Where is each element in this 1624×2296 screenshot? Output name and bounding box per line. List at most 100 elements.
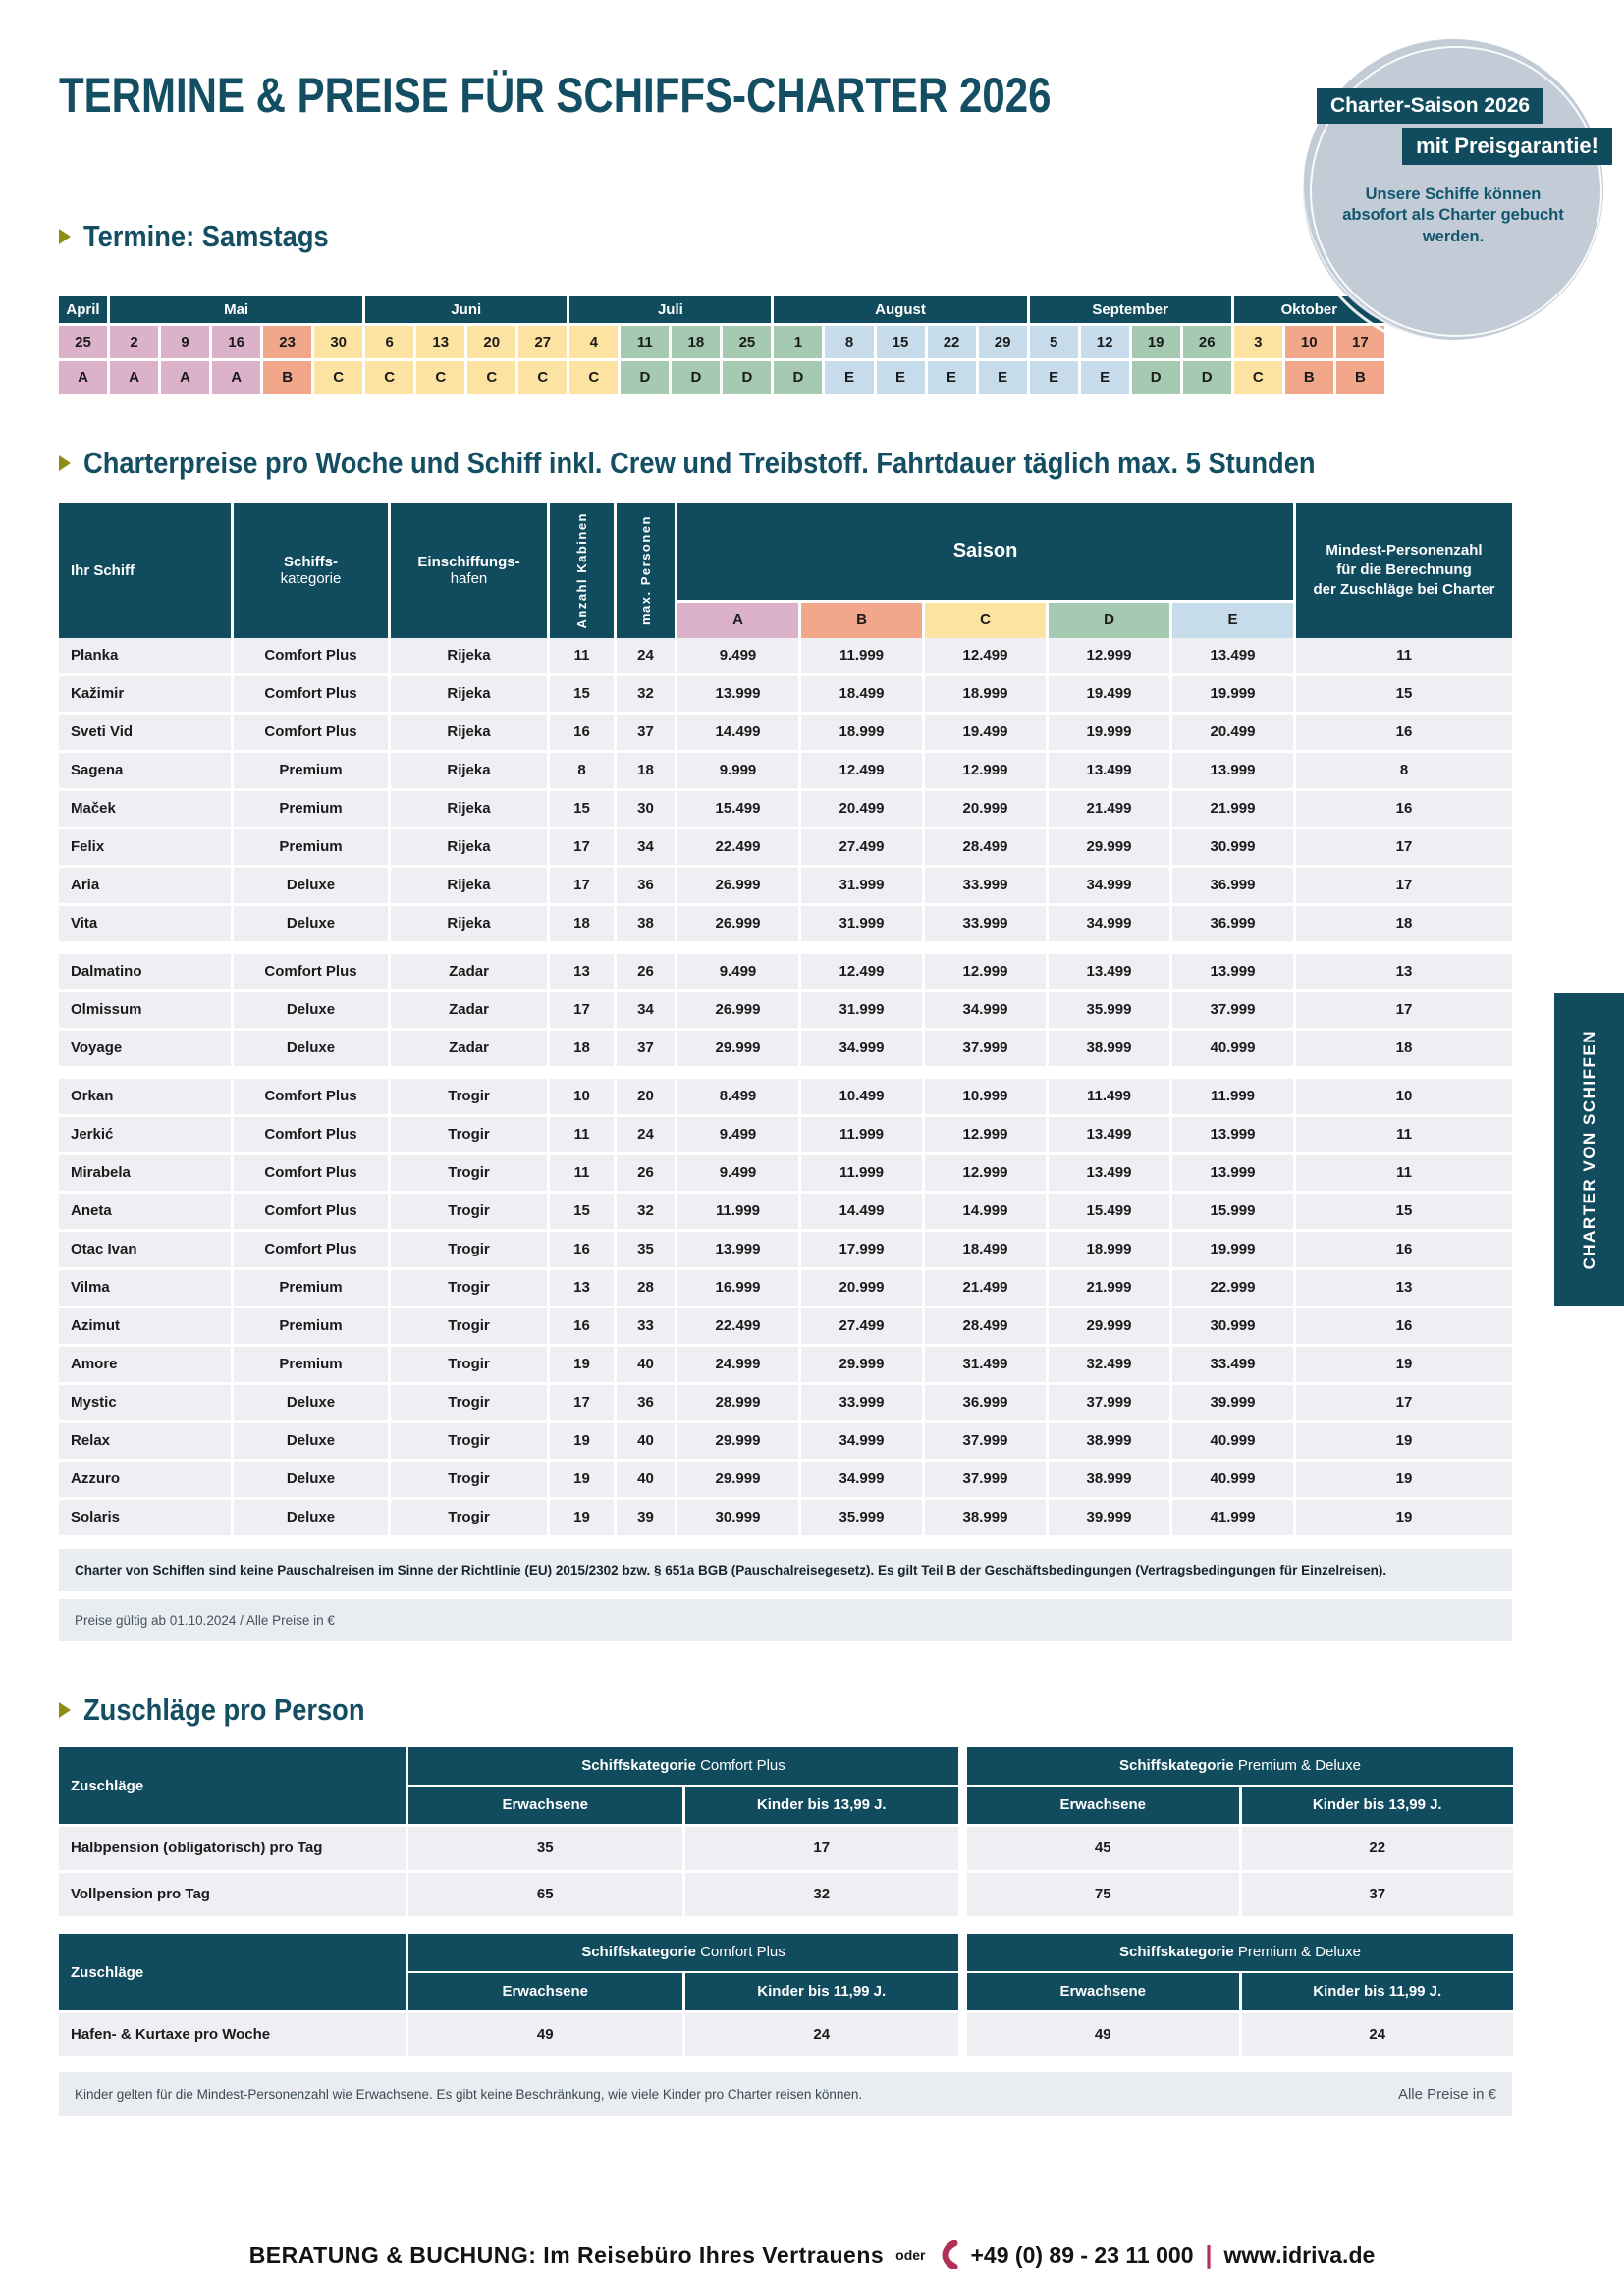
price-season-a: 13.999 [677,676,801,712]
footer: BERATUNG & BUCHUNG: Im Reisebüro Ihres V… [0,2240,1624,2269]
ship-row: Mirabela Comfort Plus Trogir 11 26 9.499 11.99… [59,1155,1512,1191]
ship-min-persons: 15 [1296,1194,1512,1229]
ship-category: Comfort Plus [234,676,391,712]
price-season-c: 14.999 [925,1194,1049,1229]
ship-port: Trogir [391,1079,550,1114]
ship-name: Aria [59,868,234,903]
calendar-season-letter: E [876,361,925,394]
surcharge-adult-value: 45 [967,1827,1242,1870]
price-season-c: 34.999 [925,992,1049,1028]
ship-cabins: 19 [550,1423,617,1459]
section-termine-title: Termine: Samstags [83,219,329,253]
calendar-date: 22 [927,326,976,358]
surcharge-category-header: Schiffskategorie Premium & Deluxe [967,1747,1513,1785]
ship-min-persons: 18 [1296,906,1512,941]
ship-cabins: 11 [550,638,617,673]
price-season-c: 37.999 [925,1031,1049,1066]
ship-name: Aneta [59,1194,234,1229]
price-season-e: 41.999 [1172,1500,1296,1535]
ship-name: Azimut [59,1308,234,1344]
ship-row: Aria Deluxe Rijeka 17 36 26.999 31.999 33.999 34… [59,868,1512,903]
ship-row: Dalmatino Comfort Plus Zadar 13 26 9.499 12.49… [59,954,1512,989]
calendar-date: 8 [825,326,874,358]
surcharge-header: Schiffskategorie Premium & Deluxe Erwachs… [967,1934,1513,2010]
ship-row: Vita Deluxe Rijeka 18 38 26.999 31.999 33.999 34… [59,906,1512,941]
ship-port: Trogir [391,1500,550,1535]
calendar-season-letter: B [263,361,312,394]
price-season-a: 29.999 [677,1462,801,1497]
section-zuschlaege-title: Zuschläge pro Person [83,1692,365,1727]
price-season-a: 11.999 [677,1194,801,1229]
price-season-c: 33.999 [925,868,1049,903]
price-season-a: 26.999 [677,992,801,1028]
ship-min-persons: 13 [1296,954,1512,989]
price-season-d: 21.499 [1049,791,1172,827]
price-season-c: 12.999 [925,1155,1049,1191]
ship-max-persons: 40 [617,1347,677,1382]
ship-min-persons: 16 [1296,715,1512,750]
ship-name: Maček [59,791,234,827]
calendar-season-letter: C [518,361,568,394]
price-season-d: 29.999 [1049,1308,1172,1344]
calendar-date: 12 [1080,326,1129,358]
surcharge-label: Halbpension (obligatorisch) pro Tag [59,1827,408,1870]
price-season-e: 13.999 [1172,1155,1296,1191]
price-season-d: 32.499 [1049,1347,1172,1382]
calendar-date: 25 [723,326,772,358]
ship-max-persons: 33 [617,1308,677,1344]
price-season-e: 36.999 [1172,906,1296,941]
ship-port: Trogir [391,1270,550,1306]
price-season-d: 21.999 [1049,1270,1172,1306]
season-b-header: B [801,603,925,638]
col-header-season-group: Saison A B C D E [677,503,1296,638]
ship-name: Azzuro [59,1462,234,1497]
ship-cabins: 15 [550,791,617,827]
ship-max-persons: 37 [617,715,677,750]
ship-port: Zadar [391,954,550,989]
calendar-date: 23 [263,326,312,358]
calendar-date: 29 [978,326,1027,358]
page-title: TERMINE & PREISE FÜR SCHIFFS-CHARTER 202… [59,68,1052,123]
surcharge-row: Halbpension (obligatorisch) pro Tag 35 17 [59,1827,958,1870]
ship-row: Jerkić Comfort Plus Trogir 11 24 9.499 11.999 1… [59,1117,1512,1152]
section-arrow-icon [59,455,71,471]
surcharge-header: Schiffskategorie Premium & Deluxe Erwachs… [967,1747,1513,1824]
calendar-date: 2 [110,326,159,358]
price-season-b: 20.499 [801,791,925,827]
ship-cabins: 13 [550,1270,617,1306]
ship-name: Otac Ivan [59,1232,234,1267]
surcharge-table-comfort-1: Zuschläge Schiffskategorie Comfort Plus Er… [59,1747,958,1916]
ship-row: Solaris Deluxe Trogir 19 39 30.999 35.999 38.99… [59,1500,1512,1535]
ship-min-persons: 13 [1296,1270,1512,1306]
ship-category: Premium [234,753,391,788]
ship-cabins: 18 [550,1031,617,1066]
ship-name: Mirabela [59,1155,234,1191]
calendar-date: 9 [161,326,210,358]
ship-row: Amore Premium Trogir 19 40 24.999 29.999 31.499… [59,1347,1512,1382]
ship-category: Comfort Plus [234,638,391,673]
price-season-b: 20.999 [801,1270,925,1306]
ship-name: Voyage [59,1031,234,1066]
price-season-d: 34.999 [1049,906,1172,941]
calendar-season-letter: C [569,361,619,394]
ship-name: Planka [59,638,234,673]
calendar-season-letter: D [1182,361,1231,394]
calendar-season-letter: A [59,361,108,394]
ship-cabins: 16 [550,1232,617,1267]
ship-row: Felix Premium Rijeka 17 34 22.499 27.499 28.499… [59,829,1512,865]
price-season-b: 31.999 [801,868,925,903]
price-table-header: Ihr Schiff Schiffs- kategorie Einschiffu… [59,503,1512,638]
price-season-d: 19.999 [1049,715,1172,750]
footer-website-link[interactable]: www.idriva.de [1223,2241,1376,2268]
calendar-date: 13 [416,326,465,358]
price-season-e: 19.999 [1172,676,1296,712]
ship-name: Olmissum [59,992,234,1028]
calendar-season-letter: E [825,361,874,394]
surcharge-row-header: Zuschläge [59,1934,408,2010]
ship-min-persons: 11 [1296,1155,1512,1191]
surcharge-adult-value: 49 [408,2013,685,2056]
ship-category: Deluxe [234,1462,391,1497]
section-arrow-icon [59,1702,71,1718]
calendar-date: 25 [59,326,108,358]
